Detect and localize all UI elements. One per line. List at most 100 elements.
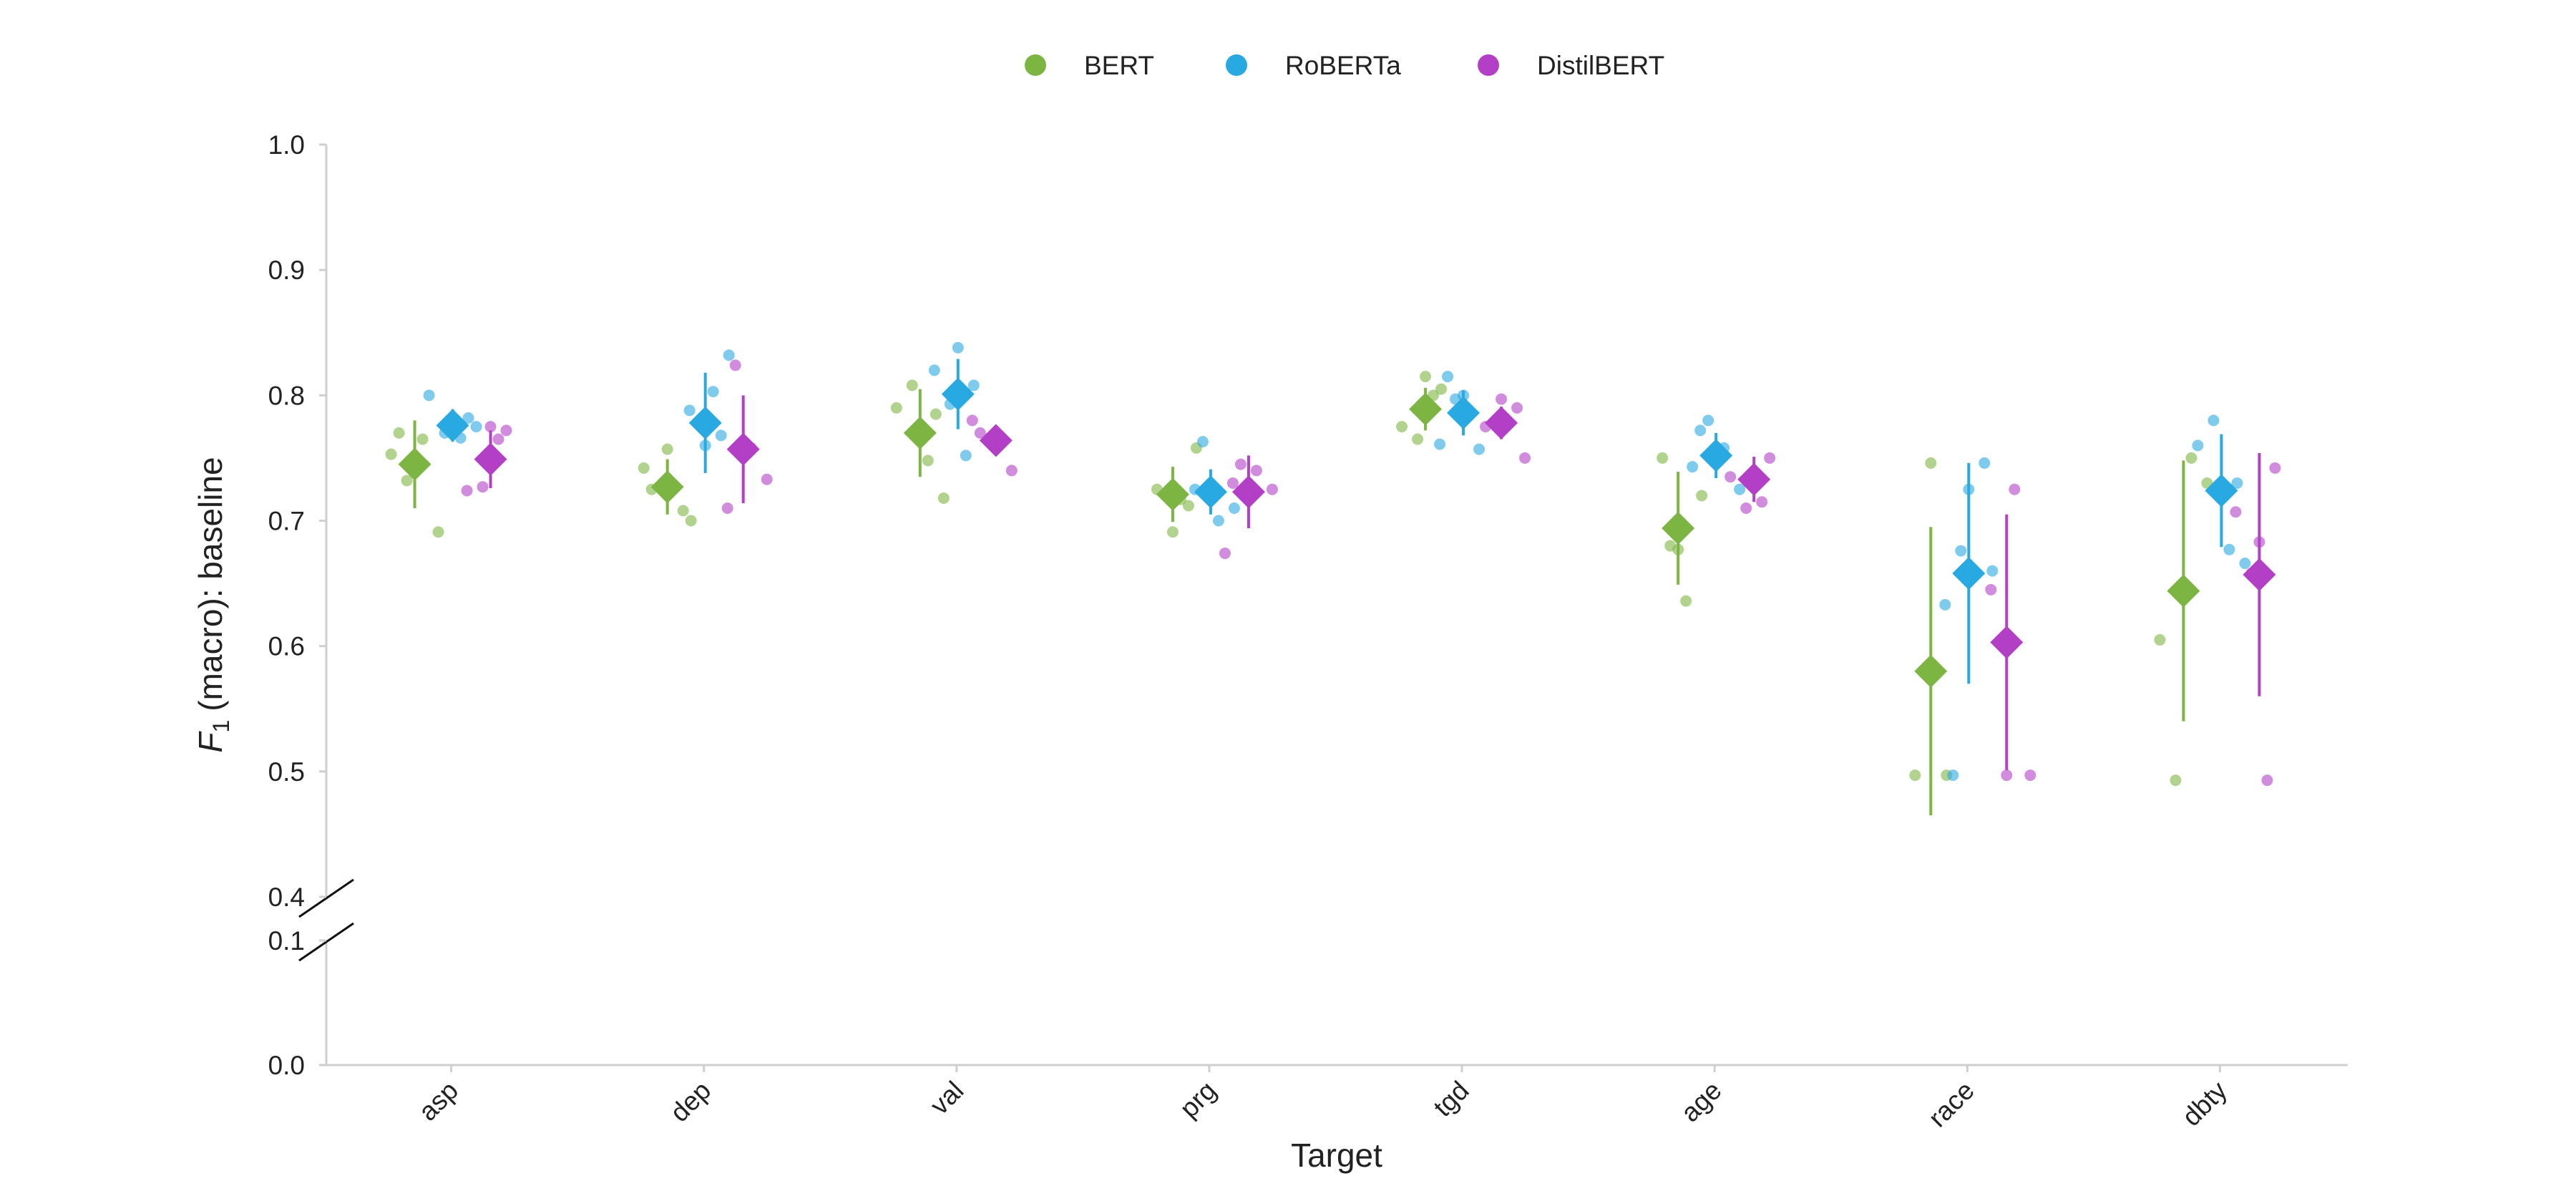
run-point — [1166, 526, 1179, 538]
y-label-text: (macro): baseline — [192, 457, 229, 711]
legend-label: BERT — [1084, 51, 1154, 80]
run-point — [2001, 769, 2013, 782]
run-point — [1925, 457, 1937, 469]
run-point — [2230, 506, 2242, 518]
run-point — [761, 473, 773, 485]
mean-marker — [2167, 574, 2200, 608]
y-tick-label: 0.9 — [268, 256, 305, 285]
run-point — [1496, 393, 1508, 405]
run-point — [1412, 433, 1424, 445]
run-point — [683, 404, 696, 417]
run-point — [1234, 458, 1246, 470]
run-point — [1473, 443, 1485, 455]
run-point — [1702, 414, 1714, 427]
mean-marker — [1156, 477, 1189, 511]
run-point — [470, 421, 482, 433]
run-point — [2024, 769, 2036, 782]
run-point — [2223, 543, 2235, 555]
run-point — [1519, 452, 1531, 464]
run-point — [2185, 452, 2197, 464]
run-point — [2231, 477, 2243, 489]
legend-label: DistilBERT — [1537, 51, 1664, 80]
y-axis-label: F1 (macro): baseline — [192, 457, 234, 752]
mean-marker — [941, 377, 975, 411]
run-point — [890, 402, 902, 414]
run-point — [2009, 483, 2021, 495]
y-tick-label: 0.0 — [268, 1051, 305, 1080]
legend-marker — [1226, 54, 1247, 76]
run-point — [937, 492, 950, 504]
y-tick-label: 0.8 — [268, 381, 305, 410]
x-tick-label: race — [1923, 1076, 1980, 1133]
run-point — [1266, 483, 1278, 495]
run-point — [432, 526, 444, 538]
run-point — [707, 386, 719, 398]
run-point — [1687, 461, 1699, 473]
mean-marker — [398, 447, 431, 481]
mean-marker — [688, 406, 722, 439]
run-point — [2170, 774, 2182, 787]
x-tick-label: age — [1675, 1076, 1727, 1128]
run-point — [638, 462, 650, 474]
run-point — [930, 408, 942, 420]
run-point — [1250, 465, 1262, 477]
run-point — [1434, 438, 1446, 450]
y-tick-label: 0.1 — [268, 926, 305, 956]
run-point — [1756, 496, 1768, 508]
mean-marker — [726, 432, 760, 466]
legend-marker — [1025, 54, 1046, 76]
mean-marker — [650, 470, 684, 504]
mean-marker — [1990, 626, 2024, 659]
run-point — [461, 485, 473, 497]
x-tick-label: tgd — [1428, 1076, 1474, 1122]
run-point — [1196, 436, 1209, 448]
y-label-symbol: F — [192, 731, 229, 753]
run-point — [2207, 414, 2220, 427]
run-point — [677, 505, 689, 517]
run-point — [401, 475, 413, 487]
run-point — [960, 449, 972, 462]
y-tick-label: 0.6 — [268, 632, 305, 661]
run-point — [1985, 583, 1997, 596]
mean-marker — [436, 409, 469, 442]
run-point — [1764, 452, 1776, 464]
run-point — [2192, 439, 2204, 452]
run-point — [393, 427, 405, 439]
run-point — [2261, 774, 2273, 787]
run-point — [1734, 483, 1746, 495]
mean-marker — [1914, 654, 1948, 688]
run-point — [1219, 548, 1231, 560]
run-point — [2239, 558, 2251, 570]
run-point — [1947, 769, 1959, 782]
y-tick-label: 1.0 — [268, 130, 305, 160]
mean-marker — [474, 442, 507, 476]
run-point — [1005, 465, 1018, 477]
run-point — [723, 349, 735, 361]
y-label-subscript: 1 — [208, 720, 234, 733]
run-point — [1939, 598, 1951, 611]
x-tick-label: dep — [665, 1076, 717, 1128]
run-point — [974, 427, 986, 439]
run-point — [952, 341, 964, 354]
mean-marker — [979, 424, 1013, 457]
mean-marker — [1485, 406, 1518, 439]
run-point — [1986, 565, 1999, 577]
mean-marker — [2243, 558, 2276, 591]
mean-marker — [1699, 439, 1733, 472]
run-point — [2269, 462, 2281, 474]
run-point — [1442, 371, 1454, 383]
run-point — [1182, 500, 1194, 512]
mean-marker — [1409, 392, 1443, 426]
run-point — [1680, 595, 1692, 607]
run-point — [1694, 424, 1707, 437]
run-point — [1226, 477, 1239, 489]
run-point — [500, 424, 512, 437]
run-point — [1724, 471, 1737, 483]
run-point — [1435, 383, 1448, 395]
run-point — [1955, 545, 1967, 557]
run-point — [922, 455, 934, 467]
run-point — [423, 389, 435, 402]
run-point — [1740, 502, 1752, 514]
